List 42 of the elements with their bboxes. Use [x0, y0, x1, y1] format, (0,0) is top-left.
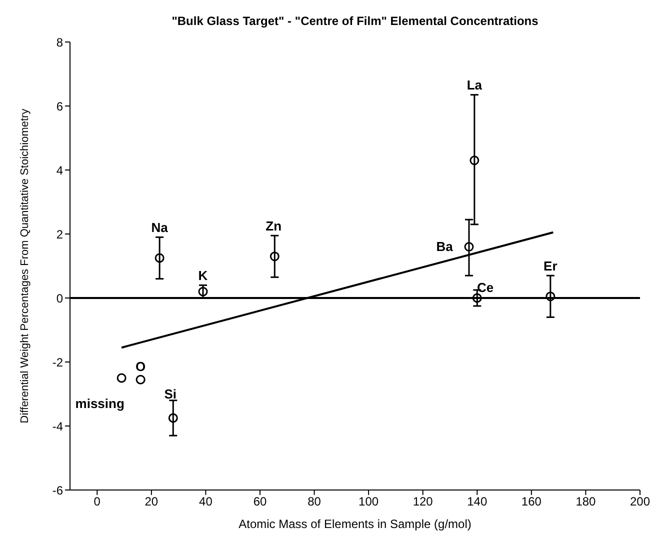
x-tick-label: 80	[308, 494, 322, 509]
annotation: Ce	[476, 280, 495, 296]
x-tick-label: 0	[94, 494, 101, 509]
x-tick-label: 180	[576, 494, 596, 509]
x-tick-label: 160	[521, 494, 542, 509]
point	[168, 413, 178, 423]
annotation: Si	[164, 386, 177, 402]
point	[154, 253, 164, 263]
y-tick-label: 6	[56, 99, 64, 114]
point	[546, 292, 556, 302]
point	[198, 286, 208, 296]
x-tick-label: 200	[630, 494, 650, 509]
point	[270, 252, 280, 262]
x-tick-label: 120	[412, 494, 434, 509]
y-axis-title: Differential Weight Percentages From Quantitative Stoichiometry	[18, 108, 31, 424]
x-tick-label: 140	[467, 494, 488, 509]
x-tick-label: 100	[358, 494, 379, 509]
annotation: Er	[544, 258, 558, 274]
annotation: Ba	[435, 238, 454, 255]
y-tick-label: -2	[52, 355, 64, 370]
point	[472, 293, 482, 303]
y-tick-label: 8	[56, 35, 64, 50]
annotation: La	[466, 78, 483, 93]
x-tick-label: 40	[199, 494, 213, 509]
y-tick-label: 0	[56, 291, 64, 306]
y-tick-label: -4	[52, 419, 64, 434]
point	[116, 373, 126, 383]
point	[470, 156, 480, 166]
point	[136, 374, 146, 384]
x-tick-label: 20	[144, 494, 158, 509]
point	[464, 242, 474, 252]
y-tick-label: 2	[56, 227, 64, 242]
annotation: O	[136, 359, 146, 374]
y-tick-label: -6	[52, 483, 64, 498]
chart-title: "Bulk Glass Target" - "Centre of Film" Elemental Concentrations	[170, 14, 540, 28]
annotation: K	[198, 268, 208, 283]
annotation: Na	[151, 220, 169, 235]
annotation: missing	[74, 396, 126, 412]
y-tick-label: 4	[56, 163, 64, 178]
annotation: Zn	[266, 218, 282, 234]
x-tick-label: 60	[253, 494, 267, 509]
x-axis-title: Atomic Mass of Elements in Sample (g/mol)	[238, 517, 472, 531]
